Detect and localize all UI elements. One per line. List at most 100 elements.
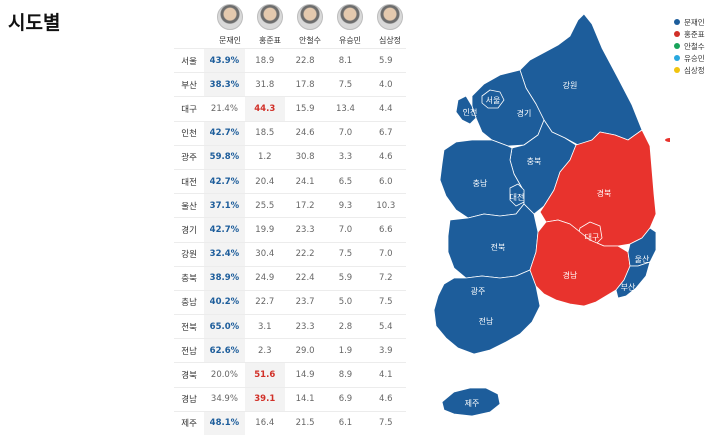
region-jeonnam[interactable]: [433, 269, 541, 355]
vote-share-cell: 4.6: [365, 386, 406, 412]
vote-share-cell: 5.0: [325, 289, 366, 315]
vote-share-cell: 25.5: [244, 193, 285, 218]
vote-share-cell: 10.3: [365, 193, 406, 218]
map-label-incheon: 인천: [463, 107, 478, 117]
region-jeju[interactable]: [441, 387, 501, 417]
vote-share-cell: 22.7: [244, 289, 285, 315]
table-row: 경기 42.7% 19.9 23.3 7.0 6.6: [174, 217, 406, 242]
vote-share-cell: 3.9: [365, 338, 406, 363]
legend-item: 안철수: [674, 40, 705, 52]
region-name: 부산: [174, 72, 205, 97]
vote-share-cell: 13.4: [325, 96, 366, 122]
table-row: 충남 40.2% 22.7 23.7 5.0 7.5: [174, 289, 406, 315]
avatar: [217, 4, 243, 30]
vote-share-cell: 5.9: [365, 47, 406, 73]
vote-share-cell: 2.8: [325, 314, 366, 339]
region-name: 대구: [174, 96, 205, 122]
vote-share-cell: 38.9%: [204, 265, 245, 291]
candidate-moon: 문재인: [210, 4, 250, 46]
avatar: [337, 4, 363, 30]
table-row: 대구 21.4% 44.3 15.9 13.4 4.4: [174, 96, 406, 122]
vote-share-cell: 15.9: [284, 96, 326, 122]
vote-share-cell: 9.3: [325, 193, 366, 218]
map-label-daegu: 대구: [585, 233, 600, 242]
region-ulsan[interactable]: [627, 227, 657, 267]
region-name: 경북: [174, 362, 205, 388]
vote-share-cell: 42.7%: [204, 120, 245, 146]
table-row: 강원 32.4% 30.4 22.2 7.5 7.0: [174, 241, 406, 267]
map-label-seoul: 서울: [486, 96, 501, 105]
legend-dot-icon: [674, 67, 680, 73]
region-daejeon[interactable]: [509, 183, 525, 207]
vote-share-cell: 30.4: [244, 241, 285, 267]
table-row: 부산 38.3% 31.8 17.8 7.5 4.0: [174, 72, 406, 97]
region-jeonbuk[interactable]: [447, 203, 539, 279]
vote-share-cell: 48.1%: [204, 410, 245, 435]
avatar: [377, 4, 403, 30]
legend-dot-icon: [674, 55, 680, 61]
table-row: 전북 65.0% 3.1 23.3 2.8 5.4: [174, 314, 406, 339]
table-row: 경북 20.0% 51.6 14.9 8.9 4.1: [174, 362, 406, 388]
map-svg: 강원 서울 인천 경기 충북 충남 대전 전북 광주 전남 경북 대구 경남 울…: [433, 13, 670, 417]
vote-share-cell: 8.1: [325, 47, 366, 73]
region-busan[interactable]: [615, 261, 651, 299]
region-incheon[interactable]: [455, 95, 477, 125]
candidate-name: 문재인: [218, 36, 242, 45]
region-name: 광주: [174, 144, 205, 170]
legend-item: 유승민: [674, 52, 705, 64]
dokdo-island: [665, 138, 670, 142]
map-label-busan: 부산: [621, 282, 636, 292]
vote-share-cell: 18.9: [244, 47, 285, 73]
candidate-name: 홍준표: [258, 36, 282, 45]
map-label-jeonnam: 전남: [479, 316, 494, 326]
legend-label: 유승민: [684, 53, 705, 63]
vote-share-cell: 38.3%: [204, 72, 245, 97]
region-name: 전북: [174, 314, 205, 339]
vote-share-cell: 7.5: [365, 289, 406, 315]
vote-share-cell: 6.5: [325, 168, 366, 194]
vote-share-cell: 21.5: [284, 410, 326, 435]
map-label-daejeon: 대전: [510, 192, 525, 202]
legend-label: 홍준표: [684, 29, 705, 39]
map-label-chungbuk: 충북: [527, 157, 542, 166]
vote-share-cell: 14.9: [284, 362, 326, 388]
map-label-gwangju: 광주: [471, 286, 486, 296]
vote-share-cell: 24.9: [244, 265, 285, 291]
vote-share-cell: 59.8%: [204, 144, 245, 170]
vote-share-cell: 7.0: [365, 241, 406, 267]
region-name: 서울: [174, 47, 205, 73]
results-table: 서울 43.9% 18.9 22.8 8.1 5.9 부산 38.3% 31.8 17.8 7.5 4…: [174, 47, 406, 435]
legend-dot-icon: [674, 31, 680, 37]
vote-share-cell: 6.9: [325, 386, 366, 412]
region-name: 인천: [174, 120, 205, 146]
vote-share-cell: 3.1: [244, 314, 285, 339]
region-seoul[interactable]: [481, 89, 505, 109]
table-row: 충북 38.9% 24.9 22.4 5.9 7.2: [174, 265, 406, 291]
vote-share-cell: 32.4%: [204, 241, 245, 267]
vote-share-cell: 7.0: [325, 120, 366, 146]
region-name: 충남: [174, 289, 205, 315]
region-name: 제주: [174, 410, 205, 435]
legend-dot-icon: [674, 43, 680, 49]
vote-share-cell: 20.4: [244, 168, 285, 194]
vote-share-cell: 30.8: [284, 144, 326, 170]
table-row: 인천 42.7% 18.5 24.6 7.0 6.7: [174, 120, 406, 146]
vote-share-cell: 4.0: [365, 72, 406, 97]
vote-share-cell: 5.9: [325, 265, 366, 291]
region-name: 충북: [174, 265, 205, 291]
candidate-ahn: 안철수: [290, 4, 330, 46]
region-gyeongbuk[interactable]: [539, 129, 657, 247]
region-name: 경기: [174, 217, 205, 242]
vote-share-cell: 22.8: [284, 47, 326, 73]
vote-share-cell: 7.0: [325, 217, 366, 242]
vote-share-cell: 20.0%: [204, 362, 245, 388]
vote-share-cell: 18.5: [244, 120, 285, 146]
legend-label: 안철수: [684, 41, 705, 51]
table-row: 울산 37.1% 25.5 17.2 9.3 10.3: [174, 193, 406, 218]
vote-share-cell: 7.5: [325, 72, 366, 97]
map-label-gangwon: 강원: [563, 80, 578, 90]
vote-share-cell: 14.1: [284, 386, 326, 412]
table-row: 광주 59.8% 1.2 30.8 3.3 4.6: [174, 144, 406, 170]
vote-share-cell: 19.9: [244, 217, 285, 242]
region-name: 경남: [174, 386, 205, 412]
